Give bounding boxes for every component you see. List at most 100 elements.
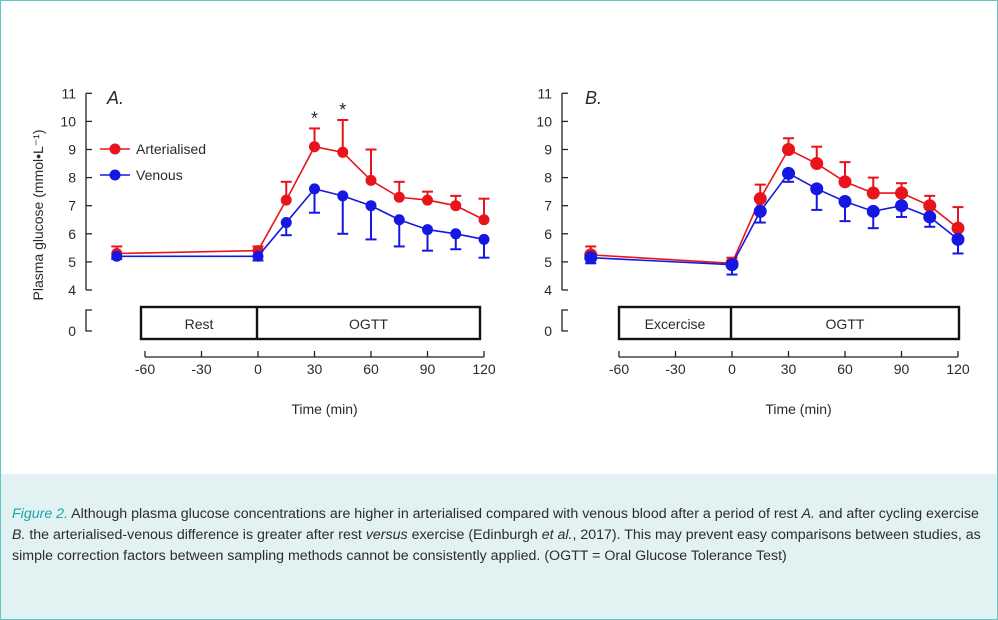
y-tick-label: 5 xyxy=(544,254,552,270)
y-tick-label: 6 xyxy=(544,226,552,242)
y-tick-label: 7 xyxy=(544,198,552,214)
arterialised-point xyxy=(280,194,292,206)
phase-label: Rest xyxy=(185,316,214,332)
arterialised-series-line xyxy=(590,148,959,265)
caption-text: Although plasma glucose concentrations a… xyxy=(68,506,802,522)
venous-point xyxy=(422,224,433,236)
arterialised-point xyxy=(838,175,852,189)
arterialised-point xyxy=(782,143,795,156)
caption-panel-b: B. xyxy=(12,527,26,543)
arterialised-point xyxy=(450,200,462,212)
y-tick-label: 7 xyxy=(68,198,76,214)
chart-panel-a: 11 10 9 8 7 6 5 4 0 -60 -30 0 30 60 90 120 Time (min) Res… xyxy=(60,85,495,417)
caption-text: and after cycling exercise xyxy=(814,506,979,522)
phase-label: OGTT xyxy=(349,316,388,332)
phase-bar xyxy=(139,305,482,341)
legend-label: Arterialised xyxy=(136,141,206,157)
venous-point xyxy=(252,250,264,262)
venous-point xyxy=(895,199,908,213)
arterialised-point xyxy=(393,191,405,203)
significance-marker: * xyxy=(339,100,346,120)
y-axis-zero-segment xyxy=(85,309,92,332)
venous-point xyxy=(951,232,965,246)
x-tick-label: -60 xyxy=(609,361,629,377)
venous-series-line xyxy=(590,172,959,266)
arterialised-point xyxy=(478,214,490,226)
venous-point xyxy=(838,194,852,208)
caption-text: the arterialised-venous difference is gr… xyxy=(25,527,366,543)
venous-series-line xyxy=(116,187,485,258)
arterialised-point xyxy=(810,157,824,171)
caption-emphasis: versus xyxy=(365,527,408,543)
caption-text: exercise (Edinburgh xyxy=(407,527,542,543)
phase-bar xyxy=(617,305,961,341)
panel-label: A. xyxy=(106,88,124,108)
venous-point xyxy=(810,182,824,196)
x-tick-label: 120 xyxy=(472,361,496,377)
arterialised-point xyxy=(866,186,880,200)
arterialised-point xyxy=(951,221,965,235)
x-tick-label: 90 xyxy=(420,361,436,377)
venous-point xyxy=(365,200,377,212)
venous-point xyxy=(309,183,320,195)
x-tick-label: -60 xyxy=(135,361,155,377)
significance-marker: * xyxy=(311,108,318,128)
venous-point xyxy=(866,204,880,218)
venous-point xyxy=(478,233,490,245)
y-tick-label: 0 xyxy=(68,323,76,339)
chart-panel-b: 11 10 9 8 7 6 5 4 0 -60 -30 0 30 60 90 120 Time (min) Exc… xyxy=(536,85,969,417)
arterialised-point xyxy=(422,194,433,206)
caption-text: , 2017). This may prevent easy compariso… xyxy=(12,527,981,564)
caption-emphasis: et al. xyxy=(541,527,573,543)
x-tick-label: 0 xyxy=(254,361,262,377)
arterialised-point xyxy=(895,186,908,200)
x-tick-label: 30 xyxy=(781,361,797,377)
arterialised-point xyxy=(309,141,320,153)
arterialised-point xyxy=(753,192,767,206)
figure-caption: Figure 2. Although plasma glucose concen… xyxy=(1,474,997,619)
x-axis-title: Time (min) xyxy=(765,401,831,417)
venous-point xyxy=(280,217,292,229)
y-tick-label: 11 xyxy=(61,85,76,101)
y-tick-label: 0 xyxy=(544,323,552,339)
y-tick-label: 9 xyxy=(544,142,552,158)
venous-point xyxy=(111,250,123,262)
venous-point xyxy=(923,210,937,224)
x-tick-label: -30 xyxy=(665,361,685,377)
y-tick-label: 8 xyxy=(68,170,76,186)
y-tick-label: 10 xyxy=(536,113,552,129)
x-tick-label: 120 xyxy=(946,361,970,377)
arterialised-series-line xyxy=(116,145,485,255)
x-tick-label: 60 xyxy=(363,361,379,377)
x-tick-label: 30 xyxy=(307,361,323,377)
venous-point xyxy=(725,258,739,272)
y-tick-label: 9 xyxy=(68,142,76,158)
y-tick-label: 4 xyxy=(544,282,552,298)
arterialised-point xyxy=(365,174,377,186)
arterialised-point xyxy=(923,199,937,213)
phase-label: OGTT xyxy=(826,316,865,332)
venous-point xyxy=(450,228,462,240)
x-tick-label: 60 xyxy=(837,361,853,377)
panel-label: B. xyxy=(585,88,602,108)
legend-label: Venous xyxy=(136,167,183,183)
x-tick-label: -30 xyxy=(191,361,211,377)
x-axis-title: Time (min) xyxy=(291,401,357,417)
figure-charts: Plasma glucose (mmol•L⁻¹) 11 10 9 8 7 6 5 4 0 -60 -… xyxy=(30,85,970,417)
y-tick-label: 10 xyxy=(60,113,76,129)
venous-point xyxy=(393,214,405,226)
y-axis-zero-segment xyxy=(561,309,568,332)
venous-point xyxy=(753,204,767,218)
y-tick-label: 5 xyxy=(68,254,76,270)
venous-point xyxy=(584,251,598,265)
x-tick-label: 90 xyxy=(894,361,910,377)
y-tick-label: 6 xyxy=(68,226,76,242)
x-tick-label: 0 xyxy=(728,361,736,377)
legend-marker xyxy=(109,143,121,155)
y-axis-title: Plasma glucose (mmol•L⁻¹) xyxy=(30,129,46,300)
caption-panel-a: A. xyxy=(801,506,815,522)
phase-label: Excercise xyxy=(645,316,706,332)
caption-label: Figure 2. xyxy=(12,506,68,522)
legend-marker xyxy=(109,169,121,181)
y-tick-label: 4 xyxy=(68,282,76,298)
